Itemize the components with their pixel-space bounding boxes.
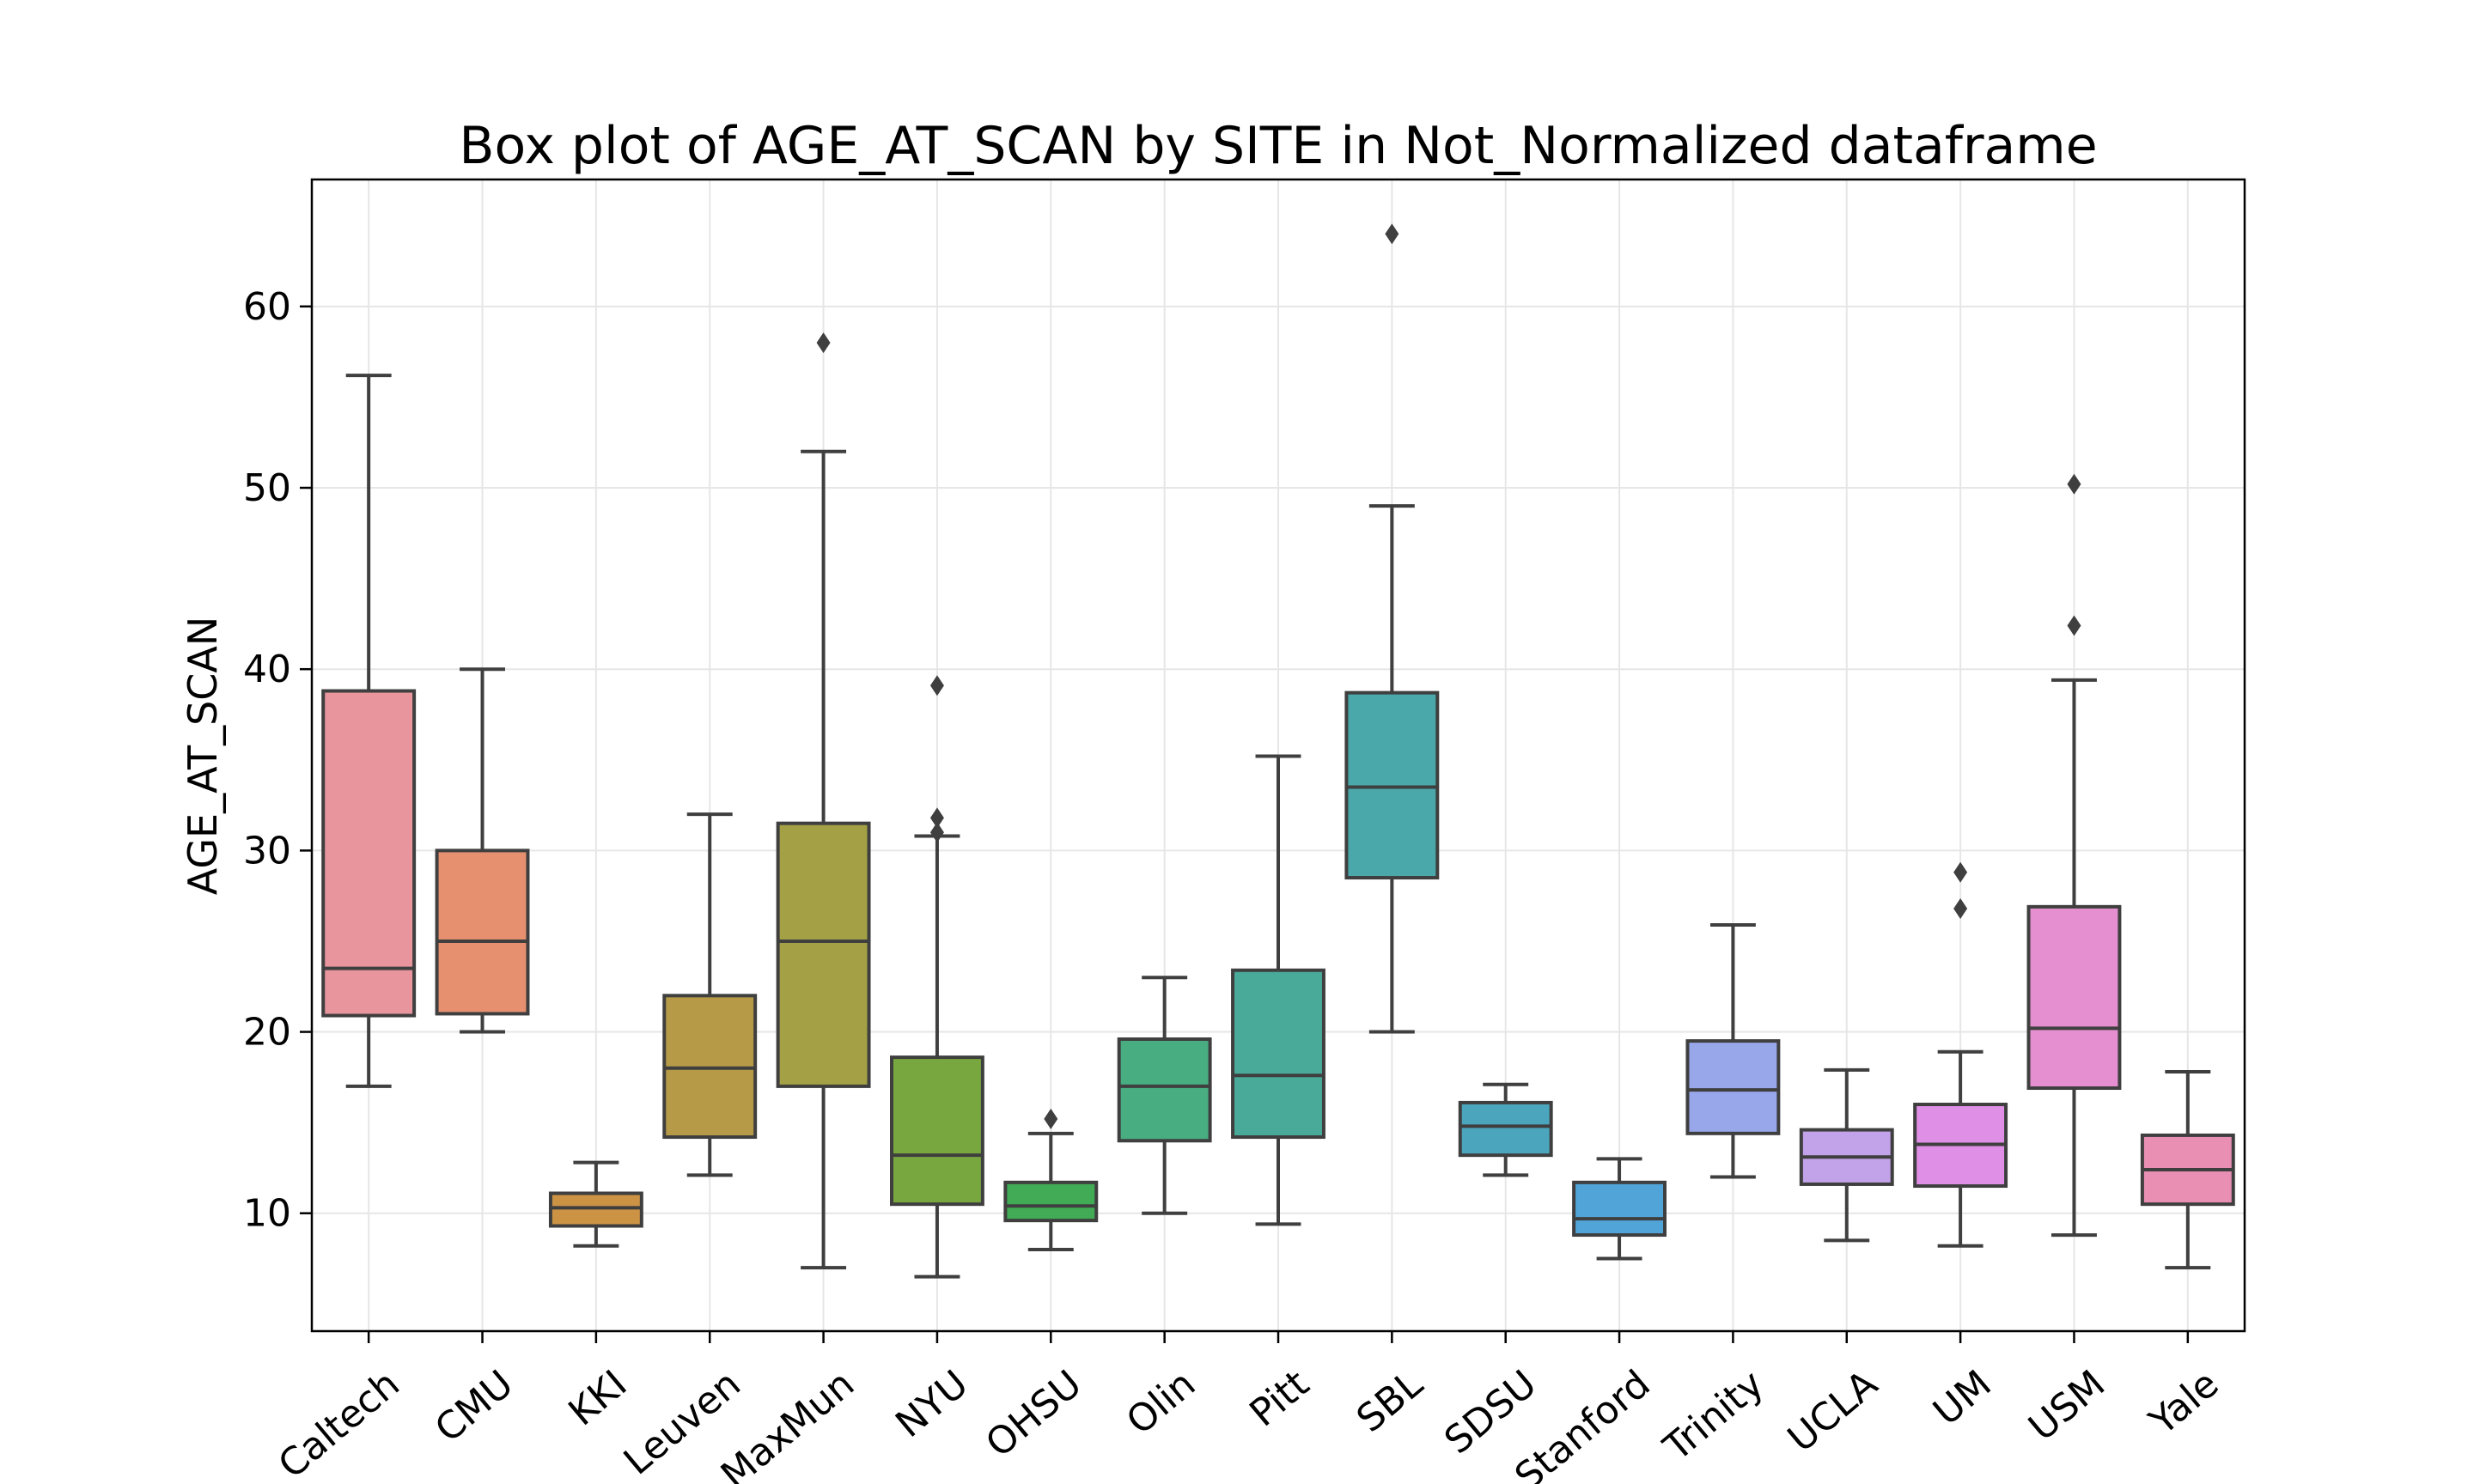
x-tick-label-kki: KKI bbox=[561, 1362, 636, 1435]
x-tick-label-nyu: NYU bbox=[887, 1362, 976, 1446]
y-axis: 10 20 30 40 50 60 bbox=[243, 285, 312, 1236]
iqr-box bbox=[1572, 1180, 1667, 1238]
x-tick-label-ohsu: OHSU bbox=[978, 1362, 1090, 1466]
iqr-box bbox=[1685, 1039, 1781, 1135]
iqr-box bbox=[776, 821, 871, 1088]
y-axis-label: AGE_AT_SCAN bbox=[180, 617, 226, 896]
x-tick-label-caltech: Caltech bbox=[271, 1362, 408, 1484]
outlier-point bbox=[929, 807, 944, 829]
box-sbl bbox=[1344, 223, 1440, 1034]
y-tick-label: 60 bbox=[243, 285, 291, 329]
iqr-box bbox=[321, 689, 417, 1018]
x-tick-label-ucla: UCLA bbox=[1780, 1362, 1886, 1461]
outlier-point bbox=[1953, 861, 1968, 883]
box-usm bbox=[2026, 473, 2122, 1238]
x-tick-label-pitt: Pitt bbox=[1241, 1362, 1317, 1436]
x-tick-label-sbl: SBL bbox=[1349, 1362, 1431, 1441]
y-tick-label: 10 bbox=[243, 1192, 291, 1236]
box-trinity bbox=[1685, 922, 1781, 1179]
box-ohsu bbox=[1003, 1108, 1099, 1251]
box-caltech bbox=[321, 374, 417, 1088]
box-sdsu bbox=[1458, 1082, 1553, 1177]
box-layer bbox=[321, 223, 2235, 1279]
y-tick-label: 20 bbox=[243, 1011, 291, 1055]
x-tick-label-cmu: CMU bbox=[427, 1362, 521, 1451]
box-um bbox=[1913, 861, 2008, 1248]
outlier-point bbox=[816, 332, 831, 354]
box-olin bbox=[1117, 976, 1212, 1215]
iqr-box bbox=[890, 1055, 984, 1207]
outlier-point bbox=[929, 822, 944, 843]
box-yale bbox=[2140, 1070, 2235, 1270]
y-tick-label: 30 bbox=[243, 829, 291, 873]
box-maxmun bbox=[776, 332, 871, 1270]
y-tick-label: 40 bbox=[243, 648, 291, 691]
iqr-box bbox=[548, 1191, 643, 1228]
iqr-box bbox=[1003, 1180, 1099, 1223]
x-tick-label-um: UM bbox=[1925, 1362, 2000, 1434]
box-pitt bbox=[1231, 754, 1325, 1226]
iqr-box bbox=[1231, 968, 1325, 1140]
box-stanford bbox=[1572, 1157, 1667, 1261]
outlier-point bbox=[929, 675, 944, 696]
x-tick-label-usm: USM bbox=[2020, 1362, 2113, 1450]
box-ucla bbox=[1799, 1067, 1894, 1243]
outlier-point bbox=[2067, 615, 2081, 636]
box-cmu bbox=[435, 667, 530, 1034]
x-tick-label-yale: Yale bbox=[2141, 1362, 2227, 1444]
y-tick-label: 50 bbox=[243, 466, 291, 510]
box-nyu bbox=[890, 675, 984, 1279]
x-tick-label-olin: Olin bbox=[1118, 1362, 1203, 1444]
iqr-box bbox=[435, 848, 530, 1016]
x-tick-label-trinity: Trinity bbox=[1655, 1362, 1772, 1470]
chart-title: Box plot of AGE_AT_SCAN by SITE in Not_N… bbox=[459, 116, 2097, 176]
iqr-box bbox=[2026, 904, 2122, 1091]
outlier-point bbox=[1385, 223, 1399, 245]
iqr-box bbox=[1117, 1037, 1212, 1143]
iqr-box bbox=[1458, 1100, 1553, 1158]
box-kki bbox=[548, 1160, 643, 1248]
outlier-point bbox=[2067, 473, 2081, 495]
iqr-box bbox=[662, 994, 758, 1140]
outlier-point bbox=[1044, 1108, 1058, 1129]
box-leuven bbox=[662, 812, 758, 1177]
iqr-box bbox=[1344, 690, 1440, 880]
outlier-point bbox=[1953, 897, 1968, 919]
